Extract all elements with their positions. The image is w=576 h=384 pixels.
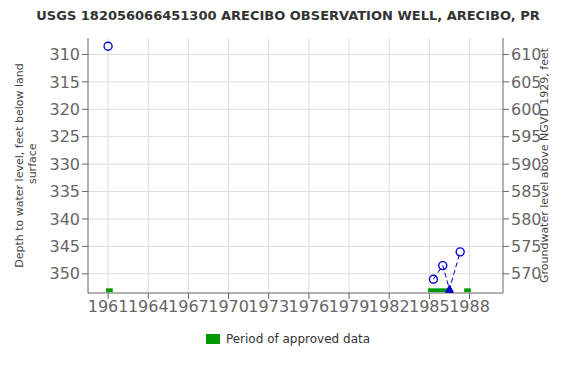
svg-text:1985: 1985 <box>409 297 450 316</box>
svg-text:340: 340 <box>49 210 80 229</box>
svg-text:315: 315 <box>49 73 80 92</box>
svg-text:605: 605 <box>511 73 542 92</box>
svg-text:345: 345 <box>49 237 80 256</box>
svg-text:325: 325 <box>49 127 80 146</box>
svg-text:1979: 1979 <box>329 297 370 316</box>
svg-text:1964: 1964 <box>128 297 169 316</box>
svg-text:595: 595 <box>511 127 542 146</box>
svg-text:600: 600 <box>511 100 542 119</box>
svg-text:320: 320 <box>49 100 80 119</box>
html-text:Period of approved data: Period of approved data <box>225 332 371 346</box>
svg-text:1967: 1967 <box>168 297 209 316</box>
svg-text:1988: 1988 <box>449 297 490 316</box>
svg-text:610: 610 <box>511 45 542 64</box>
svg-text:585: 585 <box>511 182 542 201</box>
svg-text:330: 330 <box>49 155 80 174</box>
svg-text:570: 570 <box>511 264 542 283</box>
svg-text:1976: 1976 <box>289 297 330 316</box>
svg-text:1982: 1982 <box>369 297 410 316</box>
svg-text:Groundwater level above NGVD 1: Groundwater level above NGVD 1929, feet <box>538 47 551 284</box>
svg-text:310: 310 <box>49 45 80 64</box>
svg-text:590: 590 <box>511 155 542 174</box>
svg-text:Depth to water level, feet bel: Depth to water level, feet below land su… <box>13 63 39 268</box>
svg-text:1961: 1961 <box>88 297 129 316</box>
svg-text:350: 350 <box>49 264 80 283</box>
svg-text:1970: 1970 <box>208 297 249 316</box>
svg-text:335: 335 <box>49 182 80 201</box>
svg-text:575: 575 <box>511 237 542 256</box>
svg-text:580: 580 <box>511 210 542 229</box>
html-text:USGS 182056066451300 ARECIBO O: USGS 182056066451300 ARECIBO OBSERVATION… <box>36 8 540 23</box>
svg-text:1973: 1973 <box>248 297 289 316</box>
